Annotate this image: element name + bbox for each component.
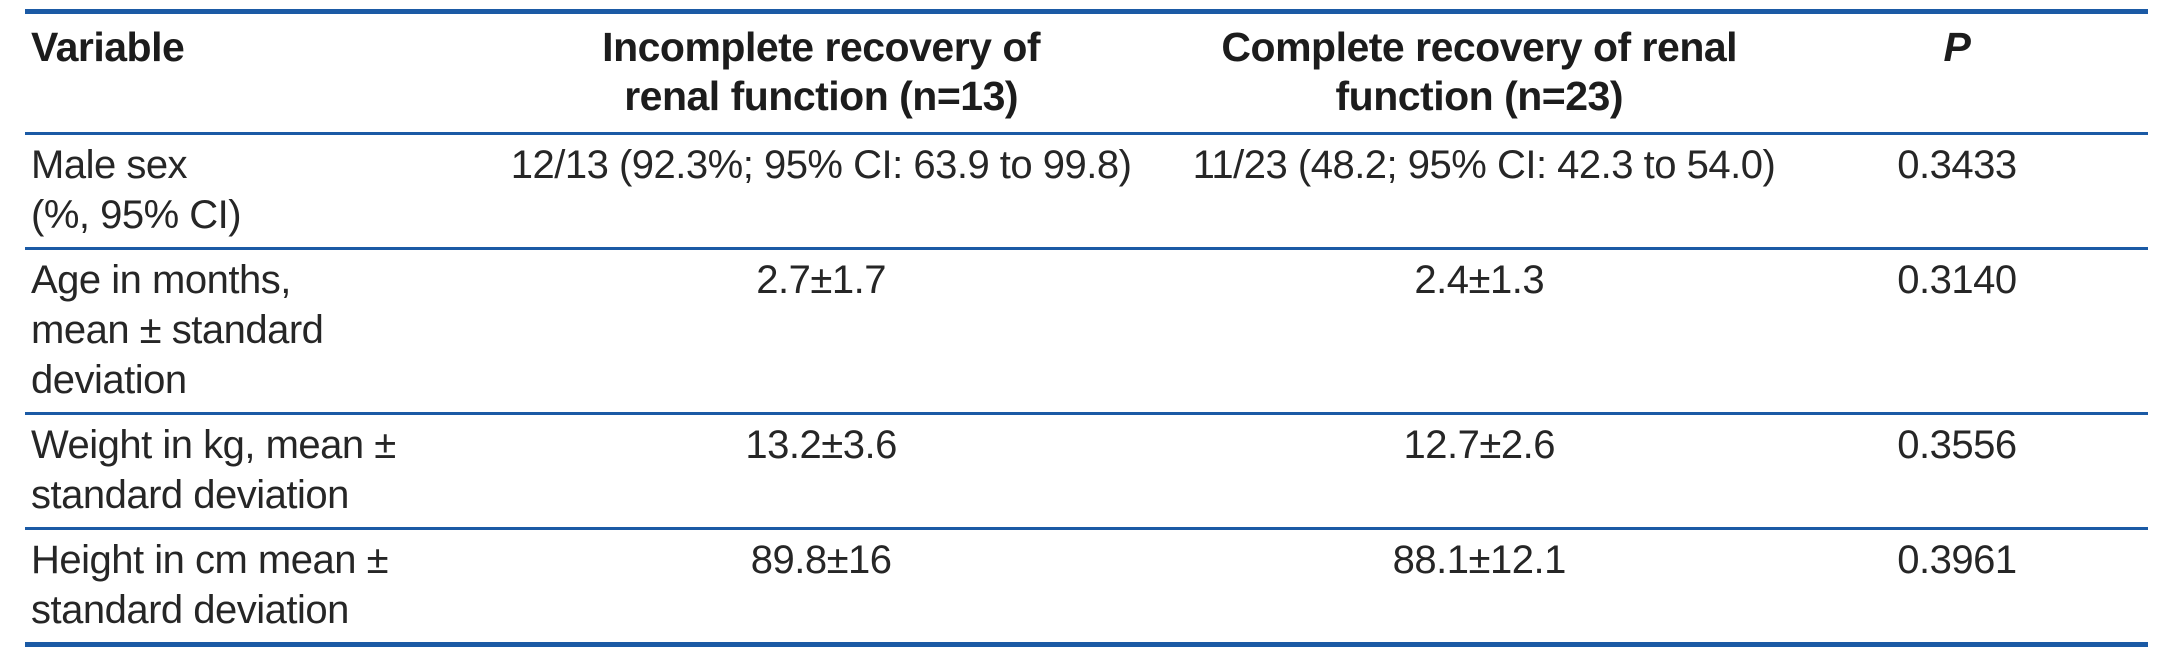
p-value-cell: 0.3556 xyxy=(1897,423,2017,467)
header-complete-line1: Complete recovery of renal xyxy=(1221,24,1738,70)
recovery-comparison-table: Variable Incomplete recovery of renal fu… xyxy=(25,9,2148,647)
header-variable: Variable xyxy=(25,11,450,135)
header-complete-recovery: Complete recovery of renal function (n=2… xyxy=(1192,11,1766,135)
header-incomplete-line1: Incomplete recovery of xyxy=(602,24,1041,70)
variable-line1: Age in months, xyxy=(31,258,291,302)
p-value-cell: 0.3433 xyxy=(1897,143,2017,187)
header-incomplete-recovery: Incomplete recovery of renal function (n… xyxy=(449,11,1193,135)
variable-line1: Male sex xyxy=(31,143,188,187)
incomplete-value-cell: 89.8±16 xyxy=(750,538,892,582)
complete-value-cell: 11/23 (48.2; 95% CI: 42.3 to 54.0) xyxy=(1192,143,1776,187)
header-incomplete-line2: renal function (n=13) xyxy=(624,73,1019,119)
variable-line2: mean ± standard deviation xyxy=(31,308,324,402)
variable-cell: Age in months, mean ± standard deviation xyxy=(25,249,450,414)
p-value-cell: 0.3140 xyxy=(1897,258,2017,302)
variable-cell: Height in cm mean ± standard deviation xyxy=(25,529,450,645)
header-complete-line2: function (n=23) xyxy=(1335,73,1624,119)
table-row-male-sex: Male sex (%, 95% CI) 12/13 (92.3%; 95% C… xyxy=(25,134,2148,249)
table-row-age: Age in months, mean ± standard deviation… xyxy=(25,249,2148,414)
incomplete-value-cell: 12/13 (92.3%; 95% CI: 63.9 to 99.8) xyxy=(510,143,1132,187)
complete-value-cell: 88.1±12.1 xyxy=(1392,538,1567,582)
variable-line2: standard deviation xyxy=(31,588,349,632)
header-p-value: P xyxy=(1765,11,2148,135)
table-row-height: Height in cm mean ± standard deviation 8… xyxy=(25,529,2148,645)
variable-line2: standard deviation xyxy=(31,473,349,517)
complete-value-cell: 2.4±1.3 xyxy=(1414,258,1545,302)
variable-line1: Height in cm mean ± xyxy=(31,538,389,582)
header-row: Variable Incomplete recovery of renal fu… xyxy=(25,11,2148,135)
variable-cell: Male sex (%, 95% CI) xyxy=(25,134,450,249)
incomplete-value-cell: 13.2±3.6 xyxy=(745,423,897,467)
header-p-label: P xyxy=(1943,24,1971,70)
variable-line2: (%, 95% CI) xyxy=(31,193,242,237)
incomplete-value-cell: 2.7±1.7 xyxy=(756,258,886,302)
complete-value-cell: 12.7±2.6 xyxy=(1403,423,1556,467)
header-variable-label: Variable xyxy=(31,24,185,70)
table-row-weight: Weight in kg, mean ± standard deviation … xyxy=(25,414,2148,529)
variable-cell: Weight in kg, mean ± standard deviation xyxy=(25,414,450,529)
variable-line1: Weight in kg, mean ± xyxy=(31,423,396,467)
p-value-cell: 0.3961 xyxy=(1897,538,2017,582)
